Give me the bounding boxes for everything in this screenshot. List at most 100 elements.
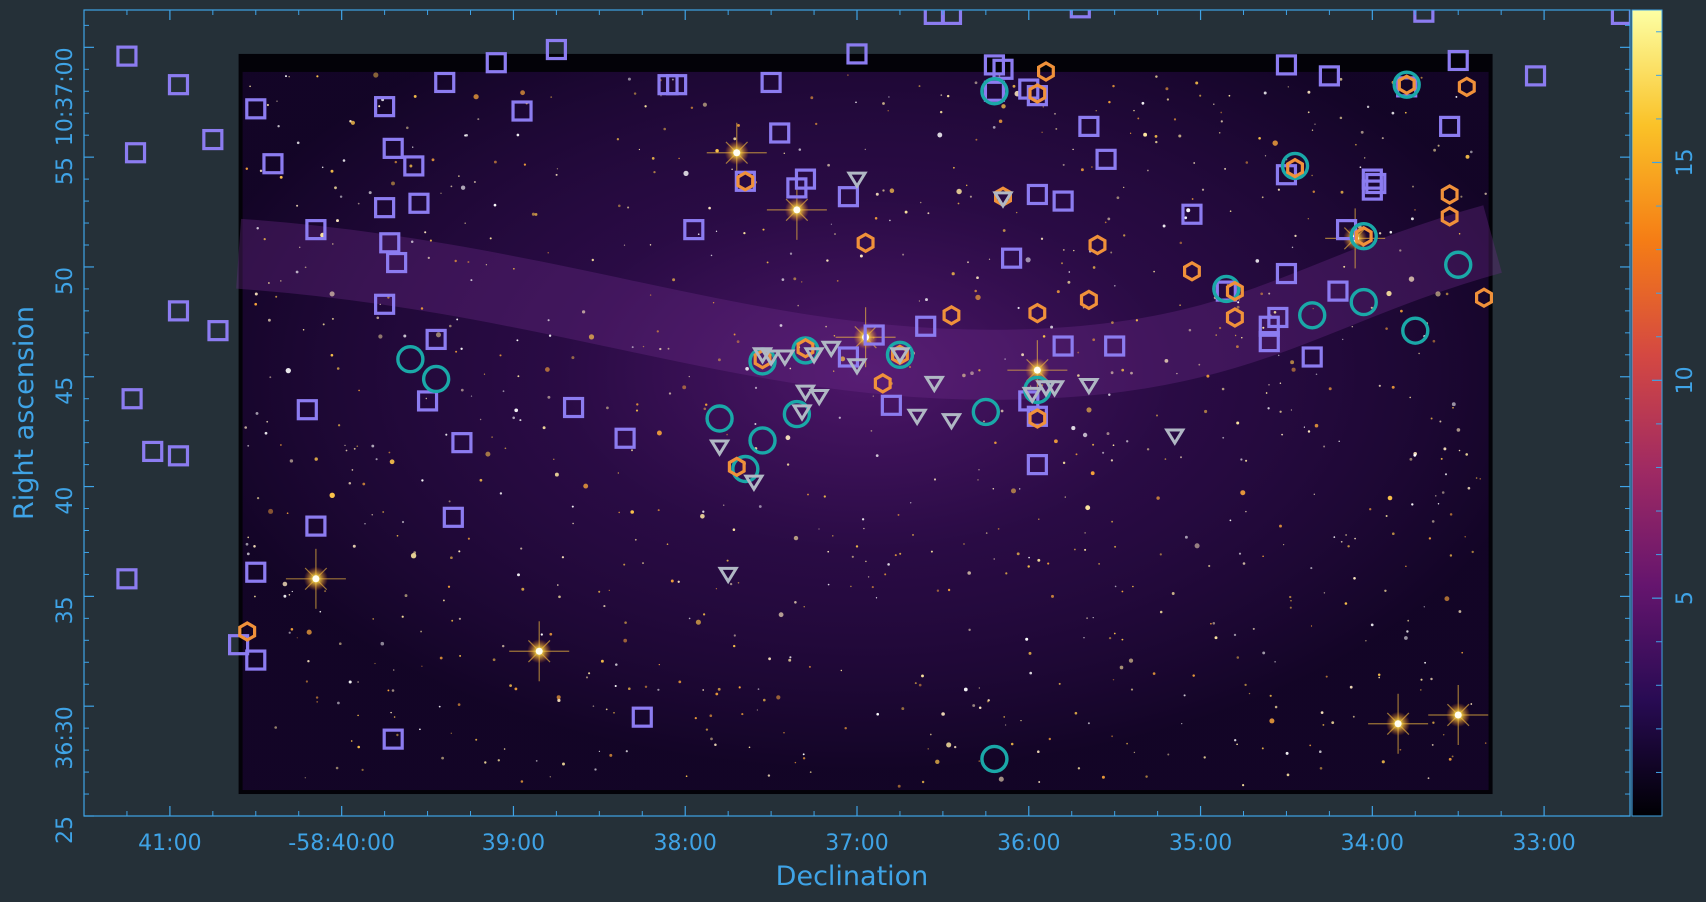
triangle-marker — [846, 358, 868, 376]
faint-star — [827, 163, 830, 167]
triangle-marker — [940, 413, 963, 431]
square-marker — [1026, 454, 1048, 476]
faint-star — [627, 206, 630, 209]
faint-star — [1311, 174, 1313, 177]
faint-star — [794, 761, 797, 764]
faint-star — [1319, 750, 1322, 753]
faint-star — [413, 94, 417, 98]
faint-star — [1108, 100, 1111, 104]
faint-star — [368, 191, 372, 195]
faint-star — [493, 203, 497, 207]
circle-marker — [971, 397, 1001, 427]
square-marker — [382, 137, 404, 159]
circle-marker — [705, 404, 734, 433]
faint-star — [1201, 188, 1205, 191]
faint-star — [715, 230, 718, 232]
faint-star — [823, 495, 826, 498]
faint-star — [268, 508, 274, 514]
faint-star — [549, 776, 551, 778]
faint-star — [700, 513, 705, 519]
faint-star — [279, 175, 283, 179]
faint-star — [280, 280, 282, 282]
faint-star — [409, 164, 413, 168]
faint-star — [492, 658, 496, 662]
square-marker — [880, 394, 902, 416]
hexagon-marker — [1028, 302, 1047, 324]
faint-star — [1084, 532, 1086, 534]
faint-star — [420, 630, 423, 633]
faint-star — [1092, 266, 1096, 269]
y-tick-label: 36:30 — [53, 706, 78, 769]
faint-star — [815, 122, 818, 126]
square-marker — [837, 186, 860, 208]
faint-star — [1155, 140, 1158, 144]
faint-star — [391, 689, 395, 692]
faint-star — [588, 672, 591, 675]
faint-star — [623, 638, 628, 643]
faint-star — [1320, 711, 1324, 714]
triangle-marker — [794, 384, 817, 402]
faint-star — [644, 105, 647, 108]
faint-star — [921, 674, 924, 678]
faint-star — [762, 228, 765, 231]
triangle-marker — [1021, 386, 1043, 405]
square-marker — [1365, 172, 1387, 195]
faint-star — [389, 459, 395, 465]
faint-star — [330, 353, 334, 357]
square-marker — [794, 168, 817, 190]
faint-star — [1191, 198, 1194, 200]
faint-star — [1058, 682, 1061, 685]
faint-star — [1353, 576, 1356, 580]
faint-star — [1012, 84, 1016, 88]
square-marker — [374, 96, 396, 118]
faint-star — [375, 458, 378, 461]
faint-star — [1029, 671, 1033, 675]
colorbar-tick-label: 15 — [1673, 148, 1698, 176]
faint-star — [1294, 234, 1297, 238]
faint-star — [998, 75, 1001, 77]
faint-star — [969, 195, 972, 198]
faint-star — [1146, 169, 1149, 172]
faint-star — [1420, 76, 1423, 79]
triangle-marker — [708, 439, 731, 457]
faint-star — [1218, 132, 1221, 134]
faint-star — [1279, 410, 1282, 413]
faint-star — [1369, 508, 1372, 511]
faint-star — [485, 264, 488, 266]
faint-star — [757, 688, 760, 690]
square-marker — [1078, 115, 1100, 137]
faint-star — [288, 631, 291, 634]
faint-star — [788, 658, 792, 662]
faint-star — [1404, 111, 1407, 114]
square-marker — [1335, 219, 1358, 241]
faint-star — [668, 392, 672, 395]
faint-star — [501, 644, 505, 648]
faint-star — [289, 459, 294, 463]
faint-star — [1080, 168, 1084, 172]
faint-star — [758, 505, 762, 508]
faint-star — [419, 728, 421, 731]
faint-star — [1133, 751, 1136, 754]
faint-star — [1086, 617, 1089, 620]
faint-star — [974, 289, 977, 293]
faint-star — [1441, 491, 1445, 494]
faint-star — [1176, 372, 1178, 375]
y-tick-label: 25 — [53, 816, 78, 844]
faint-star — [1289, 606, 1292, 609]
triangle-marker — [1164, 428, 1186, 446]
faint-star — [1108, 636, 1112, 640]
faint-star — [642, 345, 645, 348]
faint-star — [517, 375, 520, 378]
faint-star — [918, 85, 921, 88]
circle-marker — [1392, 70, 1421, 99]
faint-star — [1005, 572, 1008, 575]
faint-star — [572, 522, 574, 525]
faint-star — [1108, 393, 1111, 396]
faint-star — [331, 317, 334, 320]
faint-star — [603, 605, 606, 608]
triangle-marker — [1078, 378, 1100, 396]
square-marker — [562, 396, 585, 419]
faint-star — [1319, 766, 1323, 770]
faint-star — [1129, 132, 1132, 134]
faint-star — [1110, 251, 1113, 254]
